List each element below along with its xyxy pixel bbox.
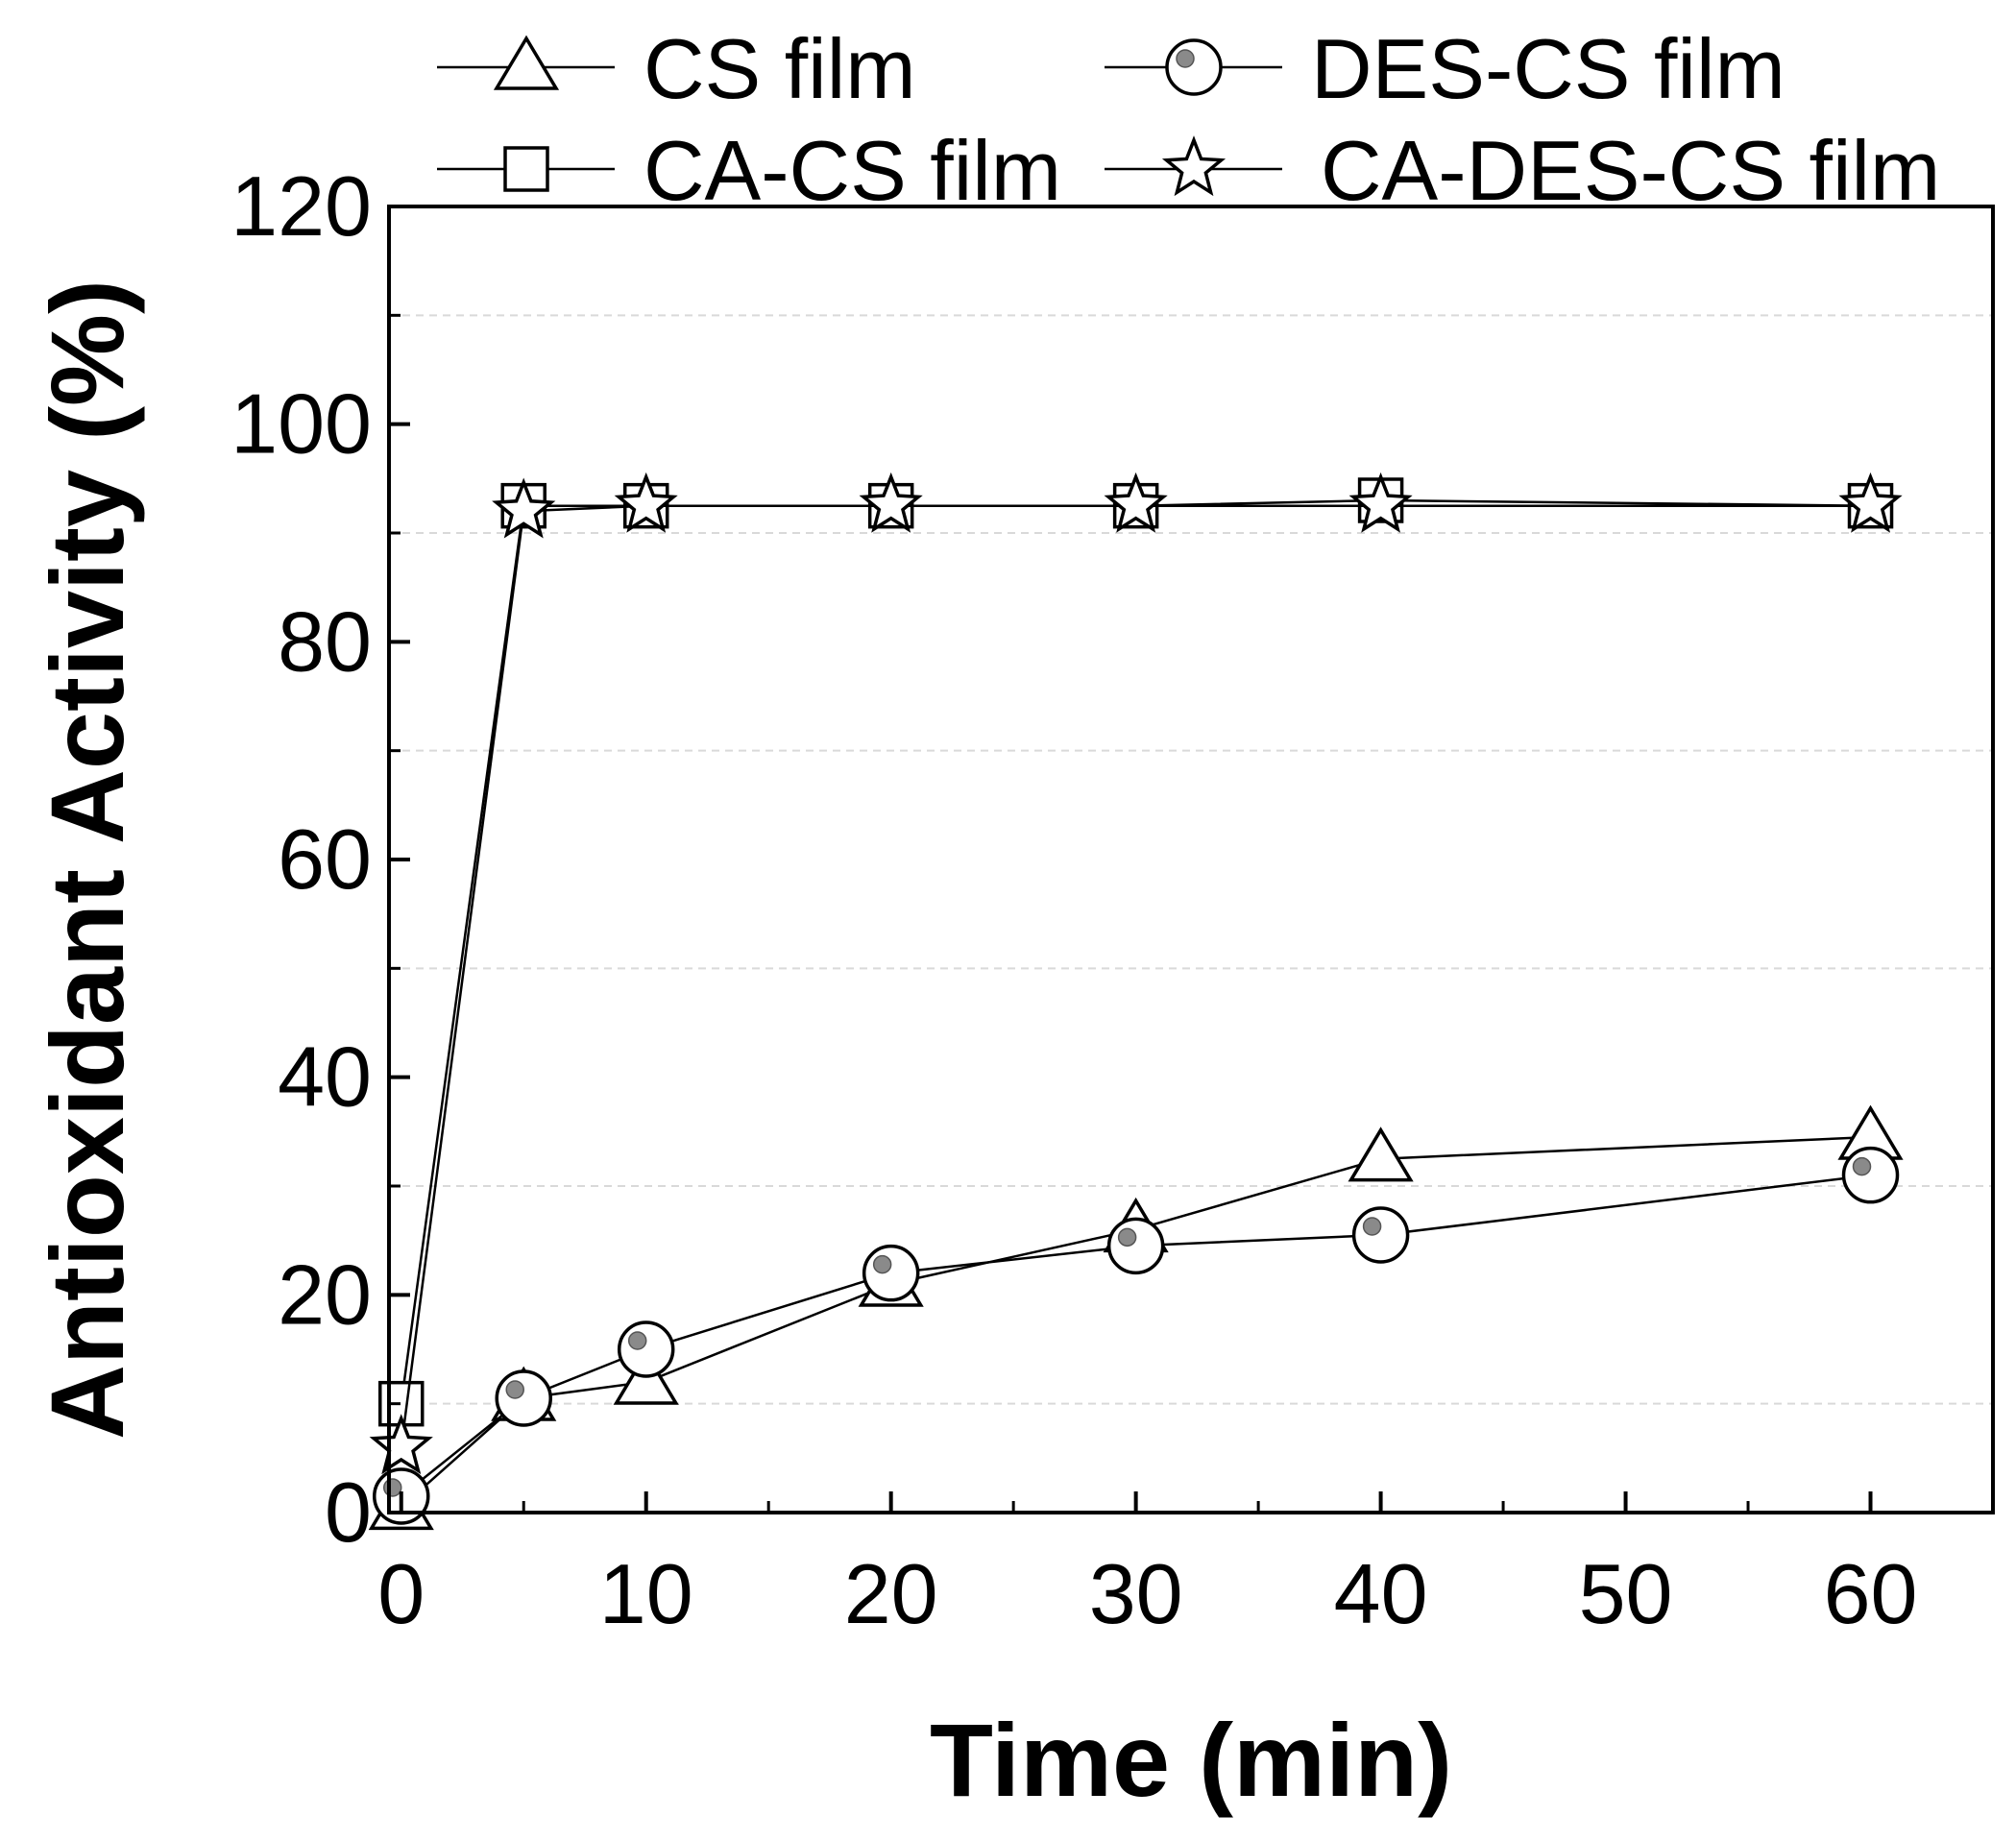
- data-point-des-cs-film: [1106, 1217, 1165, 1275]
- y-tick-label: 20: [278, 1247, 372, 1342]
- marker-ring: [1351, 1206, 1410, 1264]
- marker-ring: [495, 1369, 552, 1427]
- data-point-ca-des-cs-film: [1838, 472, 1903, 533]
- y-tick-label: 60: [278, 811, 372, 907]
- plot-frame: [387, 205, 1995, 1514]
- marker-dot: [1362, 1217, 1382, 1236]
- x-tick-label: 10: [599, 1546, 693, 1641]
- marker-ring: [862, 1244, 920, 1302]
- series-des-cs-film: [372, 1146, 1900, 1525]
- x-tick-label: 30: [1089, 1546, 1183, 1641]
- marker-dot: [505, 1380, 524, 1399]
- marker-ring: [1841, 1146, 1900, 1204]
- x-tick-label: 40: [1334, 1546, 1428, 1641]
- legend-item: CA-CS film: [437, 123, 1061, 218]
- legend-label: CS film: [644, 21, 916, 116]
- data-point-ca-des-cs-film: [492, 477, 556, 539]
- marker-ring: [617, 1320, 675, 1378]
- marker-dot: [1117, 1227, 1137, 1248]
- y-axis-title: Antioxidant Activity (%): [29, 279, 145, 1440]
- legend-marker: [1165, 38, 1223, 96]
- data-point-ca-des-cs-film: [1104, 472, 1168, 533]
- marker-dot: [872, 1254, 892, 1274]
- marker-dot: [627, 1331, 647, 1350]
- marker-ring: [1165, 38, 1223, 96]
- legend-marker: [493, 35, 560, 90]
- plot-series: [368, 472, 1904, 1531]
- series-ca-des-cs-film: [369, 472, 1903, 1475]
- data-point-des-cs-film: [617, 1320, 675, 1378]
- x-tick-label: 20: [844, 1546, 938, 1641]
- x-tick-label: 0: [377, 1546, 425, 1641]
- legend-label: CA-CS film: [644, 123, 1061, 218]
- y-tick-label: 120: [231, 158, 372, 254]
- legend-item: CA-DES-CS film: [1105, 123, 1940, 218]
- marker-ring: [1106, 1217, 1165, 1275]
- x-tick-label: 60: [1824, 1546, 1918, 1641]
- x-axis-title: Time (min): [930, 1702, 1452, 1818]
- gridlines: [389, 314, 1993, 1405]
- data-point-des-cs-film: [1351, 1206, 1410, 1264]
- axes: 0 20 40 60 80 100 120 0 10 20 30 40 50 60: [231, 158, 1917, 1641]
- y-tick-label: 80: [278, 593, 372, 689]
- data-point-ca-des-cs-film: [369, 1414, 433, 1475]
- legend-marker: [1161, 135, 1227, 197]
- data-point-cs-film: [1348, 1126, 1414, 1182]
- legend: CS film DES-CS film CA-CS film CA-DES-CS fi…: [437, 21, 1940, 218]
- data-point-ca-des-cs-film: [859, 472, 923, 533]
- marker-dot: [382, 1478, 402, 1497]
- data-point-des-cs-film: [1841, 1146, 1900, 1204]
- series-line-ca-des-cs-film: [400, 504, 1871, 1448]
- marker-dot: [1852, 1156, 1872, 1176]
- data-point-ca-des-cs-film: [614, 472, 678, 533]
- series-cs-film: [368, 1104, 1904, 1531]
- legend-label: DES-CS film: [1311, 21, 1785, 116]
- x-tick-label: 50: [1579, 1546, 1673, 1641]
- data-point-cs-film: [613, 1349, 679, 1405]
- legend-item: DES-CS film: [1105, 21, 1785, 116]
- y-tick-label: 100: [231, 376, 372, 472]
- data-point-des-cs-film: [495, 1369, 552, 1427]
- marker-dot: [1176, 49, 1195, 68]
- y-tick-label: 40: [278, 1030, 372, 1125]
- series-line-cs-film: [400, 1135, 1871, 1509]
- y-tick-label: 0: [325, 1465, 372, 1560]
- legend-item: CS film: [437, 21, 916, 116]
- legend-marker: [503, 146, 549, 192]
- data-point-ca-des-cs-film: [1348, 472, 1413, 533]
- series-ca-cs-film: [377, 477, 1894, 1427]
- legend-label: CA-DES-CS film: [1321, 123, 1940, 218]
- data-point-des-cs-film: [862, 1244, 920, 1302]
